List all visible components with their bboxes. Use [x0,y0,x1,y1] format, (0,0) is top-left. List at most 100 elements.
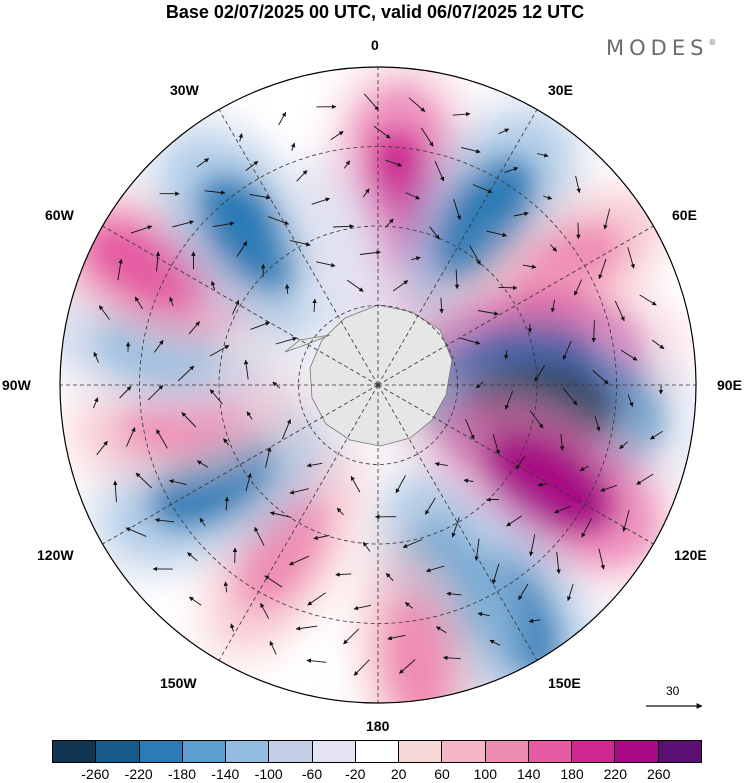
wind-vector-138 [204,190,226,195]
wind-vector-81 [513,211,529,217]
wind-vector-137 [172,220,195,228]
anomaly-blob-1 [434,156,536,284]
wind-vector-12 [312,298,317,312]
lon-label-180: 180 [366,718,390,734]
registered-mark: ® [708,38,717,47]
wind-vector-153 [636,473,654,485]
anomaly-blob-15 [310,188,372,306]
wind-vector-97 [199,517,206,527]
wind-vector-67 [288,555,310,566]
wind-vector-93 [353,604,372,611]
wind-vector-106 [296,170,308,182]
wind-vector-101 [154,339,164,353]
wind-vector-27 [243,359,249,380]
wind-vector-178 [278,111,287,126]
wind-vector-68 [254,526,265,546]
polar-stereographic-map [59,66,703,709]
colorbar-tick-8: 60 [434,766,450,782]
wind-vector-80 [472,184,493,194]
wind-vector-42 [362,541,371,552]
colorbar-tick-9: 100 [473,766,497,782]
lon-label-120e: 120E [674,547,707,563]
wind-vector-152 [650,430,663,440]
wind-vector-147 [603,208,611,230]
wind-vector-171 [93,351,100,363]
wind-vector-157 [528,618,541,624]
wind-vector-116 [627,394,634,408]
lon-label-30e: 30E [548,82,573,98]
wind-vector-84 [591,320,596,343]
wind-vector-19 [492,433,500,455]
wind-vector-112 [576,222,581,240]
wind-vector-118 [600,484,618,492]
wind-vector-173 [117,258,123,281]
anomaly-blob-14 [197,174,306,294]
lon-label-120w: 120W [37,547,74,563]
colorbar-cell-14 [658,741,701,762]
wind-vector-158 [489,639,501,646]
wind-vector-43 [313,535,330,541]
wind-vector-136 [155,251,161,272]
wind-vector-23 [336,507,344,516]
lon-label-90e: 90E [717,377,742,393]
wind-vector-45 [245,472,252,492]
wind-vector-55 [486,230,508,238]
wind-vector-119 [581,518,592,538]
wind-vector-181 [408,97,426,112]
wind-vector-73 [188,321,200,335]
wind-vector-29 [285,283,290,294]
wind-vector-75 [236,241,248,257]
wind-vector-18 [504,390,514,410]
wind-vector-140 [290,142,296,151]
lon-label-150w: 150W [160,675,197,691]
wind-vector-60 [559,433,565,451]
lon-label-60w: 60W [45,207,74,223]
colorbar-cell-11 [528,741,573,762]
wind-vector-170 [92,397,99,409]
wind-vector-71 [181,412,197,428]
colorbar-cell-10 [485,741,529,762]
wind-vector-15 [454,269,460,290]
wind-vector-4 [465,418,475,440]
wind-vector-107 [343,160,351,169]
wind-vector-69 [224,496,230,511]
wind-vector-135 [134,296,143,310]
wind-vector-1 [439,297,444,314]
colorbar-cell-0 [53,741,97,762]
wind-vector-6 [395,475,406,494]
wind-vector-132 [125,427,136,447]
wind-vector-180 [363,93,380,111]
wind-vector-13 [346,279,364,292]
wind-vector-9 [281,418,291,440]
lon-label-60e: 60E [672,207,697,223]
wind-vector-62 [506,515,522,527]
wind-vector-142 [373,125,391,139]
wind-vector-25 [265,447,272,468]
wind-vector-64 [425,565,445,573]
wind-vector-37 [529,410,544,429]
wind-vector-114 [614,300,625,322]
wind-vector-163 [269,640,277,655]
wind-vector-5 [434,461,448,467]
wind-vector-57 [550,299,556,313]
anomaly-blob-13 [83,222,209,311]
colorbar-tick-7: 20 [390,766,407,782]
wind-vector-8 [306,462,323,468]
wind-vector-51 [289,239,311,247]
wind-vector-174 [130,225,153,234]
wind-vector-150 [651,339,665,350]
wind-vector-49 [232,299,240,315]
wind-vector-161 [353,659,370,676]
wind-vector-124 [387,634,406,641]
colorbar-tick-5: -60 [301,766,323,782]
modes-logo: MODES® [606,36,716,60]
wind-vector-54 [453,199,462,221]
wind-vector-82 [549,244,558,252]
lon-label-30w: 30W [170,82,199,98]
map-boundary [59,66,697,704]
colorbar-cell-7 [355,741,400,762]
wind-vector-110 [504,166,519,173]
wind-vector-165 [188,596,202,606]
wind-vector-85 [592,370,609,385]
wind-vector-145 [537,153,549,158]
